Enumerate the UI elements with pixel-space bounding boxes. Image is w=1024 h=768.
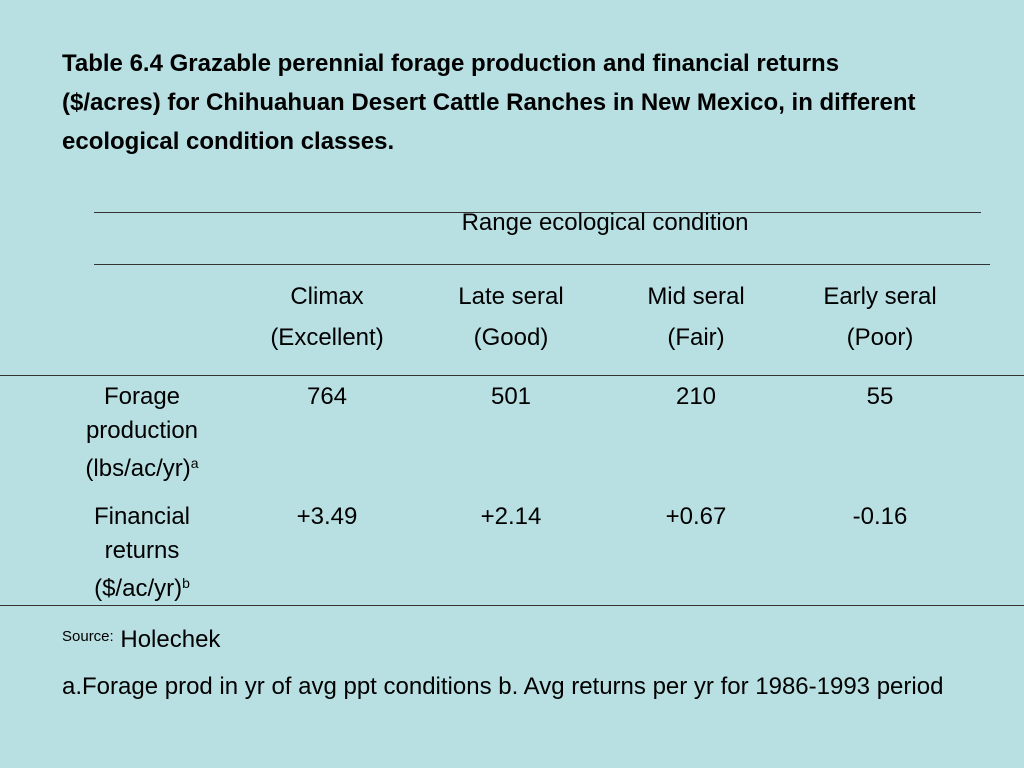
cell: +2.14 <box>480 503 542 530</box>
source-label: Source: <box>62 628 114 645</box>
row-unit: ($/ac/yr) <box>94 575 183 602</box>
row-label-unit: (lbs/ac/yr)a <box>52 452 232 486</box>
row-label-text: Financial returns <box>93 503 191 564</box>
source-text: Holechek <box>120 626 221 653</box>
column-class: (Excellent) <box>270 324 384 351</box>
column-name: Mid seral <box>647 283 745 310</box>
cell: 501 <box>490 383 532 410</box>
cell: 55 <box>866 383 894 410</box>
column-name: Early seral <box>823 283 937 310</box>
row-note: b <box>182 575 190 591</box>
column-class: (Poor) <box>846 324 914 351</box>
row-label-unit: ($/ac/yr)b <box>52 572 232 606</box>
row-label: Financial returns ($/ac/yr)b <box>52 500 232 606</box>
title: Table 6.4 Grazable perennial forage prod… <box>62 50 916 155</box>
cell: -0.16 <box>852 503 908 530</box>
rule <box>94 212 981 213</box>
column-class: (Good) <box>473 324 549 351</box>
column-name: Late seral <box>458 283 564 310</box>
cell: +3.49 <box>296 503 358 530</box>
source: Source: Holechek <box>62 626 220 654</box>
row-label: Forage production (lbs/ac/yr)a <box>52 380 232 486</box>
row-label-text: Forage production <box>85 383 199 444</box>
row-note: a <box>190 455 199 471</box>
cell: 764 <box>306 383 348 410</box>
column-class: (Fair) <box>667 324 725 351</box>
footnote: a.Forage prod in yr of avg ppt condition… <box>62 673 944 700</box>
rule <box>94 264 990 265</box>
rule <box>0 375 1024 376</box>
column-group-header: Range ecological condition <box>461 209 749 236</box>
cell: +0.67 <box>665 503 727 530</box>
rule <box>0 605 1024 606</box>
row-unit: (lbs/ac/yr) <box>85 455 191 482</box>
cell: 210 <box>675 383 717 410</box>
column-name: Climax <box>290 283 364 310</box>
